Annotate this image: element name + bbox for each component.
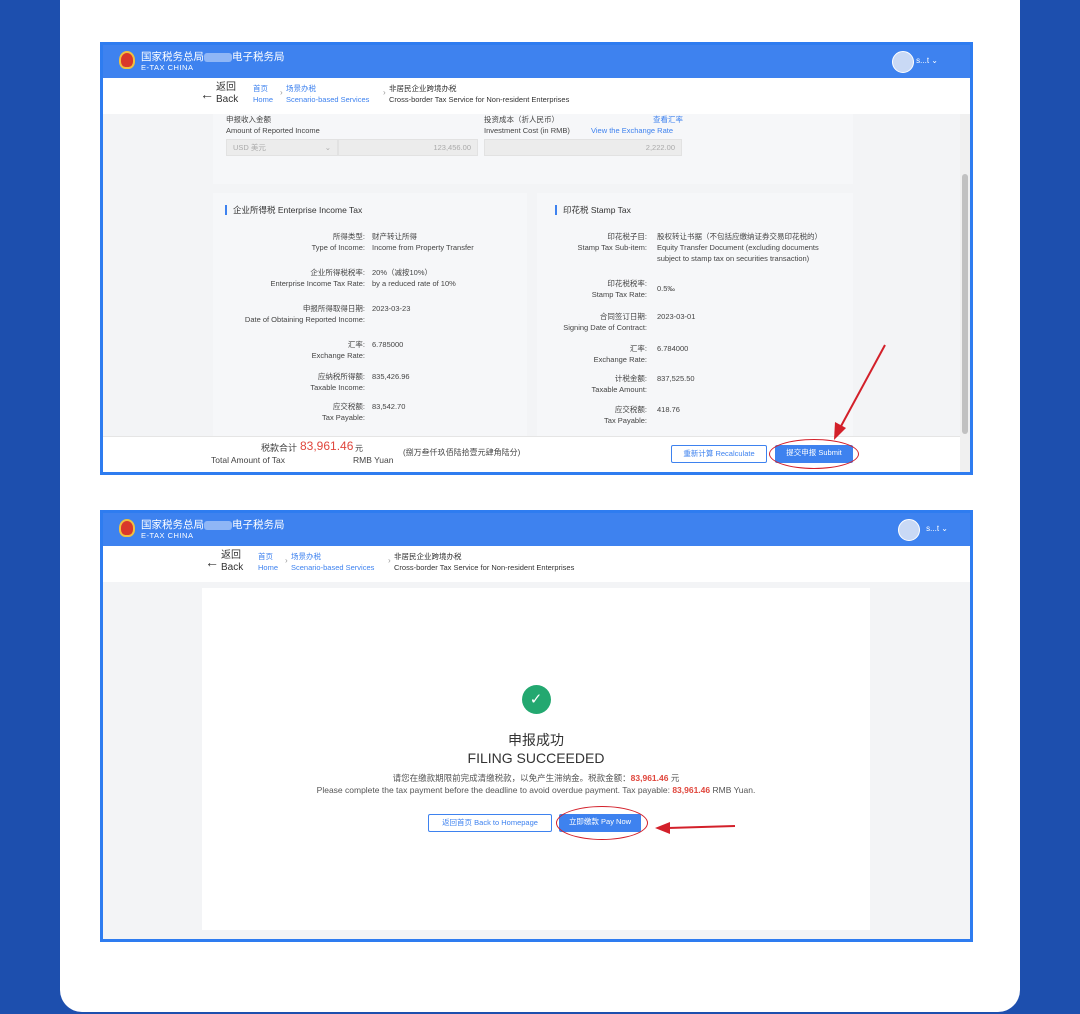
back-button[interactable]: 返回 Back <box>221 550 244 573</box>
field-label: Taxable Income: <box>310 383 365 392</box>
field-label: Date of Obtaining Reported Income: <box>244 315 365 324</box>
back-arrow-icon[interactable]: ← <box>200 86 214 102</box>
field-value: 418.76 <box>657 405 680 414</box>
field-label: Stamp Tax Sub-item: <box>577 243 647 252</box>
field-value: 6.784000 <box>657 344 689 353</box>
investment-cost-input[interactable]: 2,222.00 <box>484 139 682 156</box>
tax-emblem-icon <box>119 51 135 69</box>
stamp-panel: 印花税 Stamp Tax 印花税子目: Stamp Tax Sub-item: 股… <box>537 193 853 438</box>
footer-bar: 税款合计 83,961.46 元 Total Amount of Tax RMB… <box>103 436 960 472</box>
breadcrumb: ← 返回 Back 首页 Home › 场景办税 Scenario-based Ser… <box>103 78 970 114</box>
field-label: 计税金额: <box>614 374 647 383</box>
field-label: 申报所得取得日期: <box>302 304 365 313</box>
brand-subtitle: E-TAX CHINA <box>141 531 194 540</box>
screenshot-filing-success: 国家税务总局 电子税务局 E-TAX CHINA s...t ⌄ ← 返回 Back… <box>100 510 973 942</box>
field-label: 企业所得税税率: <box>310 268 365 277</box>
recalculate-button[interactable]: 重新计算 Recalculate <box>671 445 767 463</box>
field-label: Stamp Tax Rate: <box>591 290 647 299</box>
avatar[interactable] <box>898 519 920 541</box>
arrow-head <box>834 422 846 440</box>
crumb-scenario[interactable]: 场景办税 Scenario-based Services <box>291 552 375 572</box>
brand-subtitle: E-TAX CHINA <box>141 63 194 72</box>
field-value: 83,542.70 <box>372 402 406 411</box>
view-rate-link-cn[interactable]: 查看汇率 <box>653 115 683 124</box>
payment-message-cn: 请您在缴款期限前完成清缴税款，以免产生滞纳金。税款金额：83,961.46 元 <box>392 773 680 783</box>
arrow-head <box>655 822 670 834</box>
user-menu[interactable]: s...t ⌄ <box>916 56 938 65</box>
user-menu[interactable]: s...t ⌄ <box>926 524 948 533</box>
field-label: 应交税额: <box>332 402 365 411</box>
crumb-scenario[interactable]: 场景办税 Scenario-based Services <box>286 84 370 104</box>
currency-select[interactable]: USD 美元 ⌄ <box>226 139 338 156</box>
field-label: Tax Payable: <box>604 416 647 425</box>
field-value: subject to stamp tax on securities trans… <box>657 254 810 263</box>
eit-panel: 企业所得税 Enterprise Income Tax 所得类型: Type of… <box>213 193 527 438</box>
back-button[interactable]: 返回 Back <box>216 82 239 105</box>
field-value: 837,525.50 <box>657 374 695 383</box>
arrow-to-pay-now <box>667 825 736 829</box>
field-value: 2023-03-01 <box>657 312 696 321</box>
crumb-current: 非居民企业跨境办税 Cross-border Tax Service for No… <box>394 552 575 572</box>
top-header: 国家税务总局 电子税务局 E-TAX CHINA s...t ⌄ <box>103 513 970 546</box>
income-panel: 申报收入金额 Amount of Reported Income USD 美元 ⌄… <box>213 114 853 184</box>
total-amount: 83,961.46 <box>300 439 354 453</box>
view-rate-link[interactable]: View the Exchange Rate <box>591 126 673 135</box>
payment-message-en: Please complete the tax payment before t… <box>316 785 756 795</box>
field-label: Exchange Rate: <box>311 351 365 360</box>
tax-emblem-icon <box>119 519 135 537</box>
field-label: Type of Income: <box>311 243 365 252</box>
field-value: by a reduced rate of 10% <box>372 279 456 288</box>
field-label: Tax Payable: <box>322 413 365 422</box>
field-value: Income from Property Transfer <box>372 243 474 252</box>
field-label: 印花税子目: <box>607 232 647 241</box>
field-label: 汇率: <box>347 340 365 349</box>
income-amount-input[interactable]: 123,456.00 <box>338 139 478 156</box>
field-label: 合同签订日期: <box>599 312 647 321</box>
crumb-home[interactable]: 首页 Home <box>253 84 274 104</box>
back-to-homepage-button[interactable]: 返回首页 Back to Homepage <box>428 814 552 832</box>
field-label: 印花税税率: <box>607 279 647 288</box>
brand-title: 国家税务总局 电子税务局 <box>141 519 285 531</box>
field-value: Equity Transfer Document (excluding docu… <box>657 243 819 252</box>
field-label: Exchange Rate: <box>593 355 647 364</box>
field-value: 6.785000 <box>372 340 404 349</box>
top-header: 国家税务总局 电子税务局 E-TAX CHINA s...t ⌄ <box>103 45 970 78</box>
field-label: 汇率: <box>629 344 647 353</box>
success-check-icon: ✓ <box>521 685 551 714</box>
field-value: 财产转让所得 <box>372 232 417 241</box>
back-arrow-icon[interactable]: ← <box>205 554 219 570</box>
success-panel: ✓ 申报成功 FILING SUCCEEDED 请您在缴款期限前完成清缴税款，以… <box>202 588 870 930</box>
arrow-to-submit <box>839 344 886 429</box>
crumb-home[interactable]: 首页 Home <box>258 552 279 572</box>
field-label: Taxable Amount: <box>591 385 647 394</box>
field-label: 所得类型: <box>332 232 365 241</box>
crumb-current: 非居民企业跨境办税 Cross-border Tax Service for No… <box>389 84 570 104</box>
field-value: 0.5‰ <box>657 284 675 293</box>
brand-title: 国家税务总局 电子税务局 <box>141 51 285 63</box>
field-value: 2023-03-23 <box>372 304 411 313</box>
field-label: 应纳税所得额: <box>317 372 365 381</box>
field-label: Enterprise Income Tax Rate: <box>270 279 366 288</box>
field-value: 835,426.96 <box>372 372 410 381</box>
avatar[interactable] <box>892 51 914 73</box>
annotation-circle <box>769 439 859 469</box>
stamp-title: 印花税 Stamp Tax <box>555 205 631 215</box>
field-label: 应交税额: <box>614 405 647 414</box>
screenshot-tax-form: 国家税务总局 电子税务局 E-TAX CHINA s...t ⌄ ← 返回 Back… <box>100 42 973 475</box>
breadcrumb: ← 返回 Back 首页 Home › 场景办税 Scenario-based Ser… <box>103 546 970 582</box>
scrollbar[interactable] <box>960 114 970 472</box>
field-value: 股权转让书据（不包括应缴纳证券交易印花税的） <box>657 232 822 241</box>
annotation-circle <box>556 806 648 840</box>
eit-title: 企业所得税 Enterprise Income Tax <box>225 205 362 215</box>
field-value: 20%（减按10%） <box>372 268 433 277</box>
field-label: Signing Date of Contract: <box>563 323 647 332</box>
